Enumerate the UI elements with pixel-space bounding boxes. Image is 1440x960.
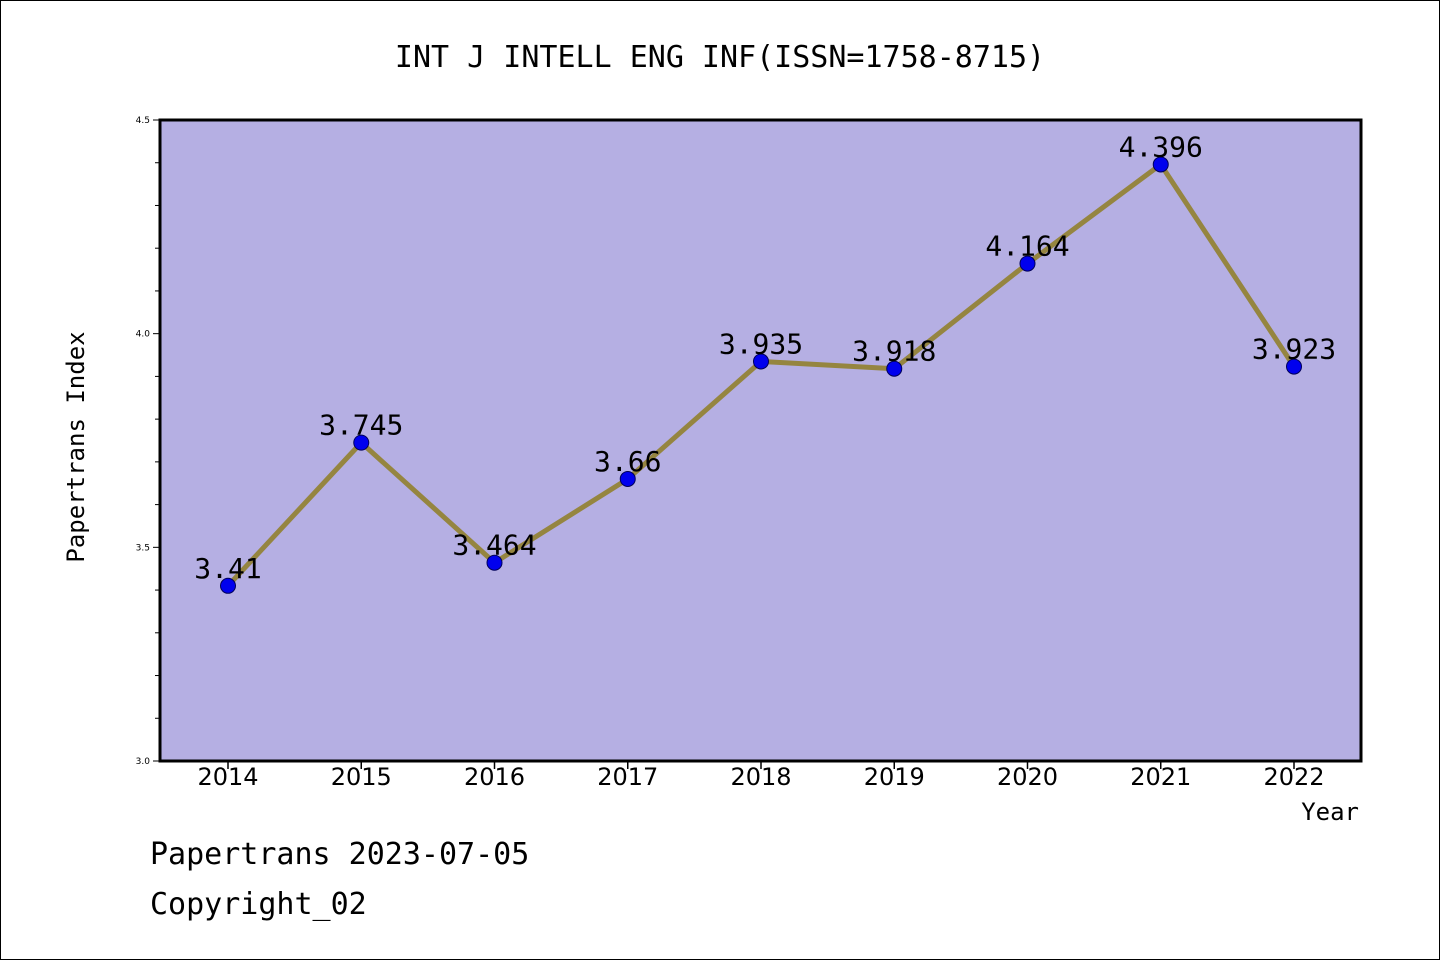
x-tick-label: 2019 (864, 763, 925, 791)
y-axis: 3.0 3.5 4.0 4.5 (136, 116, 160, 767)
data-label: 3.918 (852, 335, 936, 368)
y-tick-label: 3.0 (136, 757, 151, 767)
x-tick-label: 2022 (1263, 763, 1324, 791)
x-tick-label: 2014 (197, 763, 258, 791)
data-label: 3.745 (319, 409, 403, 442)
data-point (486, 554, 503, 571)
x-tick-label: 2020 (997, 763, 1058, 791)
y-axis-label: Papertrans Index (62, 331, 90, 562)
data-point (220, 577, 236, 594)
data-labels: 3.41 3.745 3.464 3.66 3.935 3.918 4.164 4.396 3.… (194, 130, 1336, 584)
x-tick-label: 2017 (597, 763, 658, 791)
data-point (1019, 255, 1036, 272)
x-tick-label: 2021 (1130, 763, 1191, 791)
x-axis-label: Year (1301, 798, 1359, 826)
chart-title: INT J INTELL ENG INF(ISSN=1758-8715) (395, 40, 1045, 75)
data-label: 4.396 (1119, 130, 1203, 163)
data-label: 3.41 (194, 552, 261, 585)
data-point (619, 470, 636, 487)
data-label: 3.923 (1252, 333, 1336, 366)
data-label: 3.464 (452, 529, 536, 562)
data-point (1152, 156, 1169, 173)
footer-copyright: Copyright_02 (150, 887, 367, 922)
x-tick-label: 2018 (730, 763, 791, 791)
data-label: 3.935 (719, 327, 803, 360)
footer-date: Papertrans 2023-07-05 (150, 837, 529, 872)
data-point (753, 353, 769, 370)
data-point (1286, 358, 1302, 375)
y-tick-label: 4.0 (136, 330, 151, 340)
x-axis: 2014 2015 2016 2017 2018 2019 2020 2021 2022 (197, 761, 1325, 791)
data-points (220, 156, 1302, 594)
data-point (353, 434, 370, 451)
data-label: 3.66 (594, 445, 661, 478)
x-tick-label: 2015 (331, 763, 392, 791)
x-tick-label: 2016 (464, 763, 525, 791)
data-label: 4.164 (985, 230, 1069, 263)
y-tick-label: 3.5 (136, 543, 150, 553)
y-tick-label: 4.5 (136, 116, 150, 126)
data-point (886, 360, 903, 377)
